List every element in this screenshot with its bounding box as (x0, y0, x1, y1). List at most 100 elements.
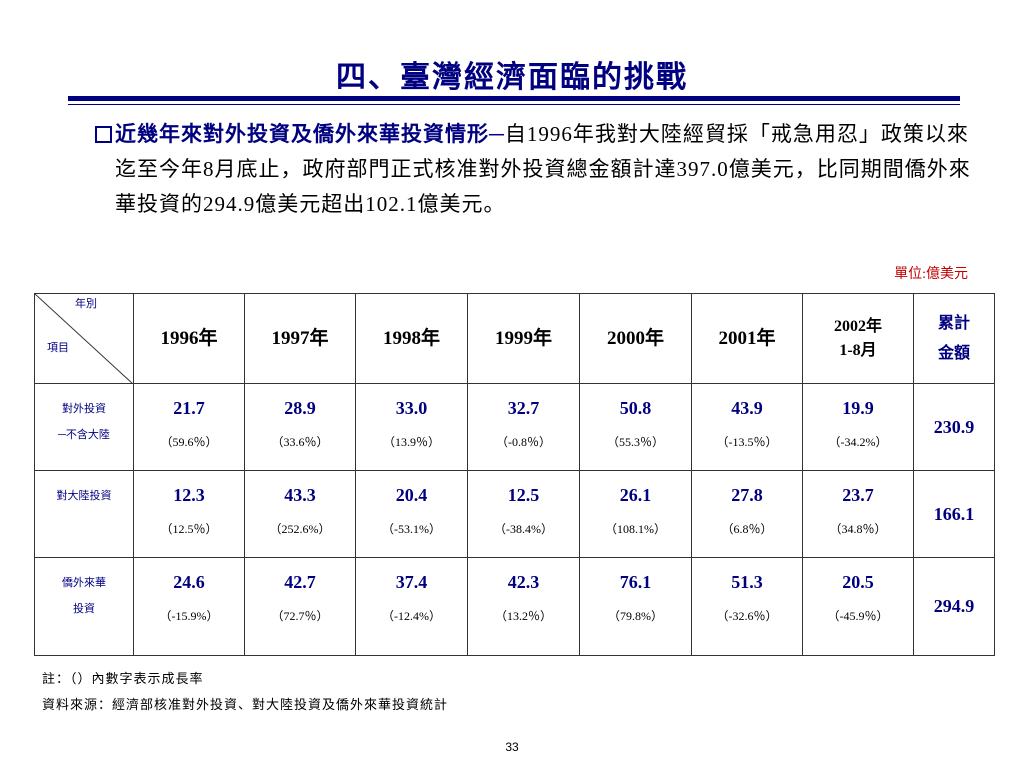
table-row: 對外投資 ─不含大陸 21.7 （59.6％） 28.9 （33.6％） 33.0 （13.9… (34, 383, 995, 471)
data-table: 年別 項目 1996年 1997年 1998年 1999年 2000年 2001年 2002年 1… (34, 293, 995, 656)
row-label-text: 投資 (73, 603, 95, 615)
table-row: 僑外來華投資 24.6 （-15.9%） 42.7 （72.7％） 37.4 （-12.4%… (34, 557, 995, 656)
column-header-text: 2002年 (833, 317, 882, 335)
value: 43.3 (284, 485, 316, 505)
value-cell: 12.3 （12.5％） (133, 470, 245, 558)
value-cell: 32.7 （-0.8％） (467, 383, 580, 471)
value-cell: 50.8 （55.3％） (579, 383, 692, 471)
corner-top: 年別 (75, 298, 97, 310)
value-cell: 51.3 （-32.6％） (691, 557, 803, 656)
growth-rate: （-38.4%） (494, 522, 553, 536)
value-cell: 24.6 （-15.9%） (133, 557, 245, 656)
value: 12.3 (173, 485, 205, 505)
value: 19.9 (842, 398, 874, 418)
diagonal-line (35, 294, 133, 384)
title-rule (68, 96, 960, 101)
row-label-text: 對外投資 (62, 403, 106, 415)
header-row: 年別 項目 1996年 1997年 1998年 1999年 2000年 2001年 2002年 1… (34, 293, 995, 384)
value: 42.3 (507, 572, 540, 592)
slide-title: 四、臺灣經濟面臨的挑戰 (336, 61, 688, 94)
value-cell: 19.9 （-34.2%） (802, 383, 914, 471)
value: 28.9 (284, 398, 316, 418)
growth-rate: （79.8%） (608, 609, 663, 623)
value-cell: 27.8 （6.8％） (691, 470, 803, 558)
value-cell: 20.5 （-45.9％） (802, 557, 914, 656)
value: 76.1 (619, 572, 652, 592)
value-cell: 37.4 （-12.4%） (355, 557, 468, 656)
growth-rate: （-12.4%） (382, 609, 441, 623)
growth-rate: （-45.9％） (827, 609, 889, 623)
total-cell: 294.9 (913, 557, 995, 656)
growth-rate: （33.6％） (271, 435, 329, 449)
value-cell: 43.3 （252.6%） (244, 470, 356, 558)
value-cell: 12.5 （-38.4%） (467, 470, 580, 558)
value: 12.5 (507, 485, 540, 505)
bullet-body: 自1996年我對大陸經貿採「戒急用忍」政策以來迄至今年8月底止，政府部門正式核准… (115, 122, 971, 216)
row-label-text: 僑外來華 (62, 577, 106, 589)
title-rule (68, 104, 960, 105)
value-cell: 21.7 （59.6％） (133, 383, 245, 471)
growth-rate: （-32.6％） (716, 609, 778, 623)
column-header-text: 2001年 (718, 327, 776, 349)
growth-rate: （-34.2%） (828, 435, 888, 449)
row-label-text: 對大陸投資 (56, 490, 112, 502)
value: 51.3 (731, 572, 763, 592)
note: 註：（）內數字表示成長率 (42, 671, 204, 686)
corner-bottom: 項目 (47, 342, 69, 354)
growth-rate: （12.5％） (160, 522, 218, 536)
total-cell: 166.1 (913, 470, 995, 558)
column-header-text: 1996年 (160, 327, 218, 349)
page-number: 33 (505, 740, 519, 754)
row-label-text: ─不含大陸 (58, 429, 110, 441)
value-cell: 33.0 （13.9％） (355, 383, 468, 471)
value-cell: 23.7 （34.8％） (802, 470, 914, 558)
value: 26.1 (619, 485, 652, 505)
value: 23.7 (842, 485, 874, 505)
value: 24.6 (173, 572, 205, 592)
growth-rate: （72.7％） (271, 609, 329, 623)
bullet-lead: 近幾年來對外投資及僑外來華投資情形─ (115, 122, 505, 146)
value-cell: 43.9 （-13.5％） (691, 383, 803, 471)
column-header-text: 1-8月 (839, 341, 877, 359)
growth-rate: （108.1%） (605, 522, 666, 536)
column-header-text: 累計 (937, 314, 970, 332)
growth-rate: （-15.9%） (159, 609, 219, 623)
value: 20.5 (842, 572, 874, 592)
column-header-text: 2000年 (606, 327, 664, 349)
notes: 註：（）內數字表示成長率資料來源：經濟部核准對外投資、對大陸投資及僑外來華投資統… (42, 666, 448, 718)
table-row: 對大陸投資 12.3 （12.5％） 43.3 （252.6%） 20.4 （-53.1%）… (34, 470, 995, 558)
row-label: 對外投資 ─不含大陸 (34, 383, 134, 471)
value: 37.4 (395, 572, 428, 592)
total-cell: 230.9 (913, 383, 995, 471)
column-header-text: 1999年 (494, 327, 552, 349)
column-header: 1999年 (467, 293, 580, 384)
value-cell: 42.3 （13.2％） (467, 557, 580, 656)
growth-rate: （13.9％） (382, 435, 440, 449)
value: 32.7 (507, 398, 540, 418)
bullet-box (95, 126, 112, 143)
value: 42.7 (284, 572, 316, 592)
column-header: 累計 金額 (913, 293, 995, 384)
value: 27.8 (731, 485, 763, 505)
growth-rate: （-13.5％） (716, 435, 778, 449)
row-label: 僑外來華 投資 (34, 557, 134, 656)
column-header: 2000年 (579, 293, 692, 384)
value: 43.9 (731, 398, 763, 418)
growth-rate: （59.6％） (160, 435, 218, 449)
value-cell: 20.4 （-53.1%） (355, 470, 468, 558)
column-header: 1996年 (133, 293, 245, 384)
value-cell: 28.9 （33.6％） (244, 383, 356, 471)
column-header-text: 1997年 (271, 327, 329, 349)
value-cell: 42.7 （72.7％） (244, 557, 356, 656)
growth-rate: （13.2％） (494, 609, 552, 623)
value-cell: 76.1 （79.8%） (579, 557, 692, 656)
note: 資料來源：經濟部核准對外投資、對大陸投資及僑外來華投資統計 (42, 697, 449, 712)
column-header: 2002年 1-8月 (802, 293, 914, 384)
growth-rate: （6.8％） (721, 522, 773, 536)
bullet: 近幾年來對外投資及僑外來華投資情形─自1996年我對大陸經貿採「戒急用忍」政策以… (95, 117, 975, 222)
value: 50.8 (619, 398, 652, 418)
column-header: 2001年 (691, 293, 803, 384)
growth-rate: （34.8％） (829, 522, 887, 536)
value: 33.0 (395, 398, 428, 418)
